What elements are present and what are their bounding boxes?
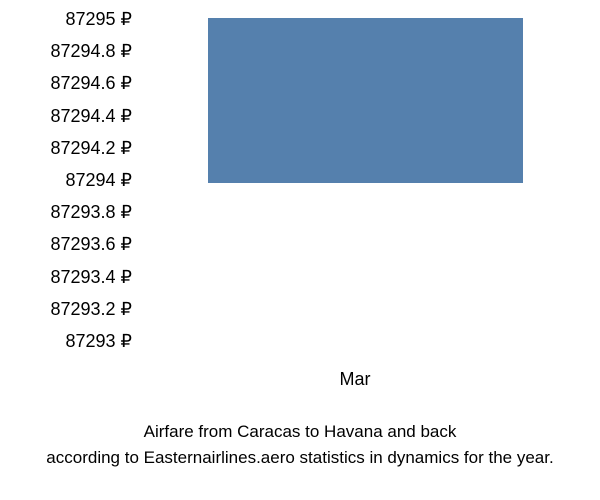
y-tick-label: 87293 ₽: [20, 332, 140, 350]
y-tick-label: 87293.4 ₽: [20, 268, 140, 286]
y-tick-label: 87294.4 ₽: [20, 107, 140, 125]
x-tick-label: Mar: [145, 369, 565, 390]
plot-area: [145, 18, 565, 348]
y-tick-label: 87293.6 ₽: [20, 235, 140, 253]
chart-caption: Airfare from Caracas to Havana and back …: [0, 419, 600, 470]
chart-container: 87295 ₽ 87294.8 ₽ 87294.6 ₽ 87294.4 ₽ 87…: [20, 10, 580, 390]
bar-mar: [208, 18, 523, 183]
y-tick-label: 87294.2 ₽: [20, 139, 140, 157]
caption-line-2: according to Easternairlines.aero statis…: [46, 448, 553, 467]
y-tick-label: 87293.2 ₽: [20, 300, 140, 318]
y-tick-label: 87294.6 ₽: [20, 74, 140, 92]
y-tick-label: 87294 ₽: [20, 171, 140, 189]
y-tick-label: 87294.8 ₽: [20, 42, 140, 60]
y-axis: 87295 ₽ 87294.8 ₽ 87294.6 ₽ 87294.4 ₽ 87…: [20, 10, 140, 350]
y-tick-label: 87293.8 ₽: [20, 203, 140, 221]
caption-line-1: Airfare from Caracas to Havana and back: [144, 422, 457, 441]
y-tick-label: 87295 ₽: [20, 10, 140, 28]
